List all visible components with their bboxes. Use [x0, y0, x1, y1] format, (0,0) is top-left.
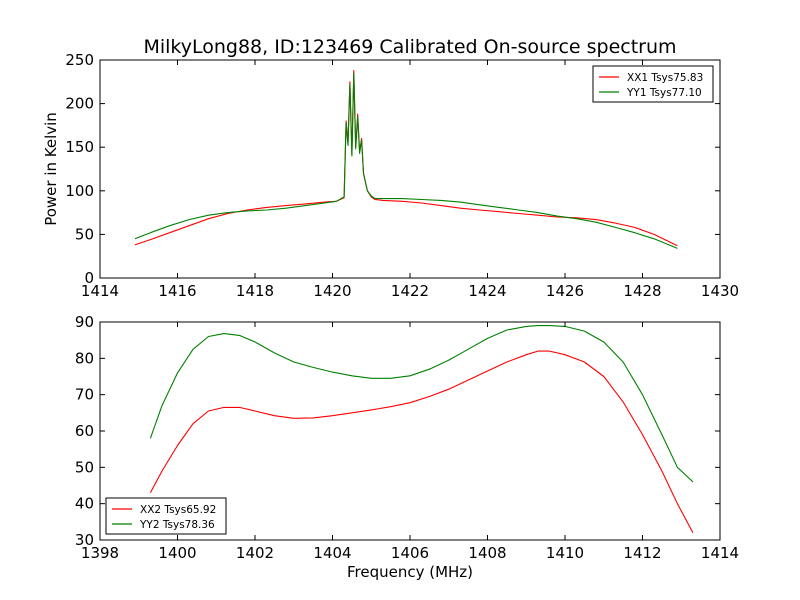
bottom-x-tick-label: 1400 — [158, 544, 196, 562]
top-series-line-2 — [134, 72, 678, 249]
top-y-tick-label: 250 — [65, 51, 94, 69]
bottom-series-line-1 — [149, 350, 694, 533]
bottom-x-tick-label: 1410 — [546, 544, 584, 562]
bottom-panel: 1398 1400 1402 1404 1406 1408 1410 1412 1414 30 40… — [75, 313, 739, 581]
bottom-x-tick-label: 1398 — [81, 544, 119, 562]
top-legend: XX1 Tsys75.83 YY1 Tsys77.10 — [592, 65, 714, 103]
bottom-x-tick-label: 1404 — [313, 544, 351, 562]
bottom-legend: XX2 Tsys65.92 YY2 Tsys78.36 — [105, 497, 227, 535]
top-y-tick-label: 200 — [65, 95, 94, 113]
bottom-y-tick-label: 30 — [75, 531, 94, 549]
bottom-x-tick-label: 1406 — [391, 544, 429, 562]
bottom-y-tick-label: 80 — [75, 349, 94, 367]
top-y-tick-label: 0 — [84, 269, 94, 287]
top-x-tick-label: 1422 — [391, 282, 429, 300]
top-x-tick-label: 1428 — [623, 282, 661, 300]
bottom-y-tick-label: 90 — [75, 313, 94, 331]
top-y-axis-label: Power in Kelvin — [42, 112, 60, 226]
bottom-y-tick-label: 60 — [75, 422, 94, 440]
bottom-y-tick-label: 50 — [75, 458, 94, 476]
top-x-tick-label: 1420 — [313, 282, 351, 300]
bottom-x-tick-label: 1414 — [701, 544, 739, 562]
top-x-tick-label: 1430 — [701, 282, 739, 300]
top-legend-label-1: XX1 Tsys75.83 — [627, 72, 703, 84]
top-x-tick-label: 1418 — [236, 282, 274, 300]
top-legend-box — [592, 65, 714, 103]
top-legend-label-2: YY1 Tsys77.10 — [626, 87, 702, 99]
top-x-tick-label: 1426 — [546, 282, 584, 300]
bottom-x-axis-label: Frequency (MHz) — [347, 563, 473, 581]
bottom-legend-box — [105, 497, 227, 535]
bottom-y-tick-label: 70 — [75, 386, 94, 404]
bottom-legend-label-2: YY2 Tsys78.36 — [139, 519, 215, 531]
top-y-tick-label: 100 — [65, 182, 94, 200]
bottom-x-tick-label: 1412 — [623, 544, 661, 562]
bottom-series-line-2 — [149, 325, 694, 483]
figure-title: MilkyLong88, ID:123469 Calibrated On-sou… — [143, 36, 676, 58]
top-x-tick-label: 1424 — [468, 282, 506, 300]
top-y-tick-label: 50 — [75, 225, 94, 243]
top-series-line-1 — [134, 69, 678, 247]
bottom-x-tick-label: 1402 — [236, 544, 274, 562]
bottom-legend-label-1: XX2 Tsys65.92 — [140, 504, 216, 516]
bottom-y-tick-label: 40 — [75, 495, 94, 513]
top-x-tick-label: 1414 — [81, 282, 119, 300]
top-x-tick-label: 1416 — [158, 282, 196, 300]
bottom-x-tick-label: 1408 — [468, 544, 506, 562]
top-y-tick-label: 150 — [65, 138, 94, 156]
top-panel: 1414 1416 1418 1420 1422 1424 1426 1428 1430 0 50 1… — [42, 51, 739, 300]
